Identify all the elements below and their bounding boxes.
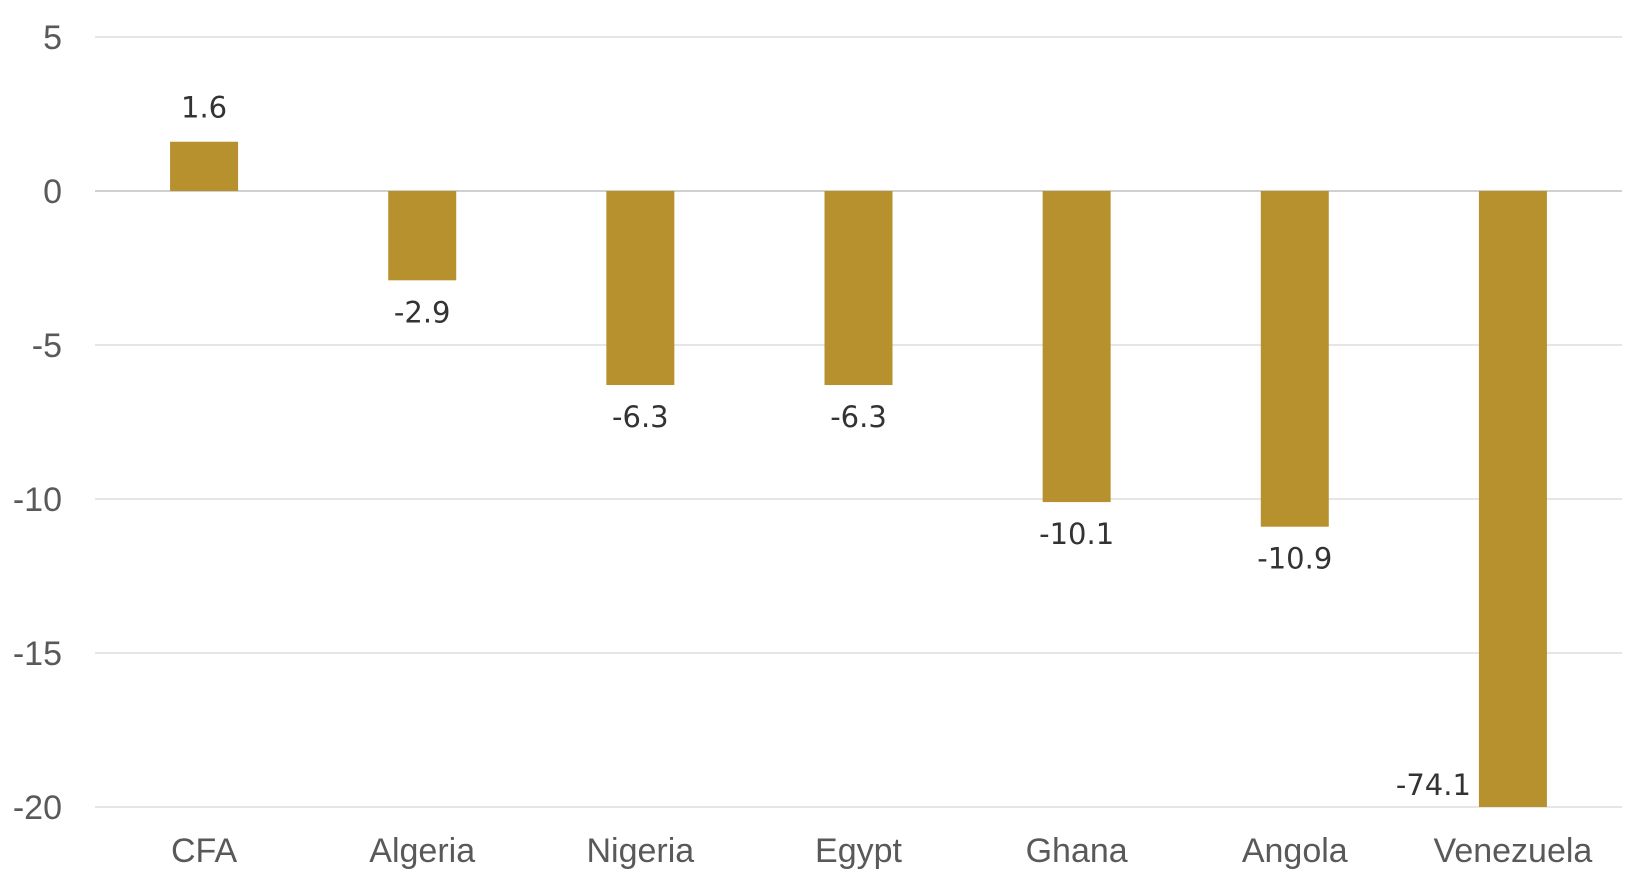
bar-nigeria	[606, 191, 675, 386]
data-label: -74.1	[1396, 768, 1471, 802]
x-tick-label: Egypt	[815, 832, 902, 870]
data-label: -6.3	[830, 400, 887, 434]
y-tick-label: -10	[13, 481, 62, 519]
x-tick-label: Algeria	[369, 832, 475, 870]
x-axis-tick-labels: CFA Algeria Nigeria Egypt Ghana Angola Venezue…	[171, 832, 1592, 870]
y-tick-label: -5	[32, 327, 62, 365]
bar-algeria	[388, 191, 457, 281]
bar-angola	[1260, 191, 1329, 527]
y-tick-label: -20	[13, 789, 62, 827]
data-label: -10.9	[1257, 542, 1332, 576]
y-axis-tick-labels: 5 0 -5 -10 -15 -20	[13, 19, 62, 827]
x-tick-label: Ghana	[1026, 832, 1128, 870]
bar-venezuela	[1478, 191, 1547, 807]
x-tick-label: CFA	[171, 832, 237, 870]
data-label: -6.3	[612, 400, 669, 434]
x-tick-label: Nigeria	[586, 832, 694, 870]
bar-cfa	[170, 141, 239, 191]
bars	[170, 141, 1547, 807]
y-tick-label: 0	[43, 173, 62, 211]
data-label: -10.1	[1039, 517, 1114, 551]
data-label: -2.9	[394, 295, 451, 329]
x-tick-label: Angola	[1242, 832, 1348, 870]
x-tick-label: Venezuela	[1434, 832, 1593, 870]
y-tick-label: -15	[13, 635, 62, 673]
data-label: 1.6	[181, 91, 227, 125]
bar-ghana	[1042, 191, 1111, 503]
bar-egypt	[824, 191, 893, 386]
y-tick-label: 5	[43, 19, 62, 57]
data-labels: 1.6 -2.9 -6.3 -6.3 -10.1 -10.9 -74.1	[181, 91, 1471, 802]
